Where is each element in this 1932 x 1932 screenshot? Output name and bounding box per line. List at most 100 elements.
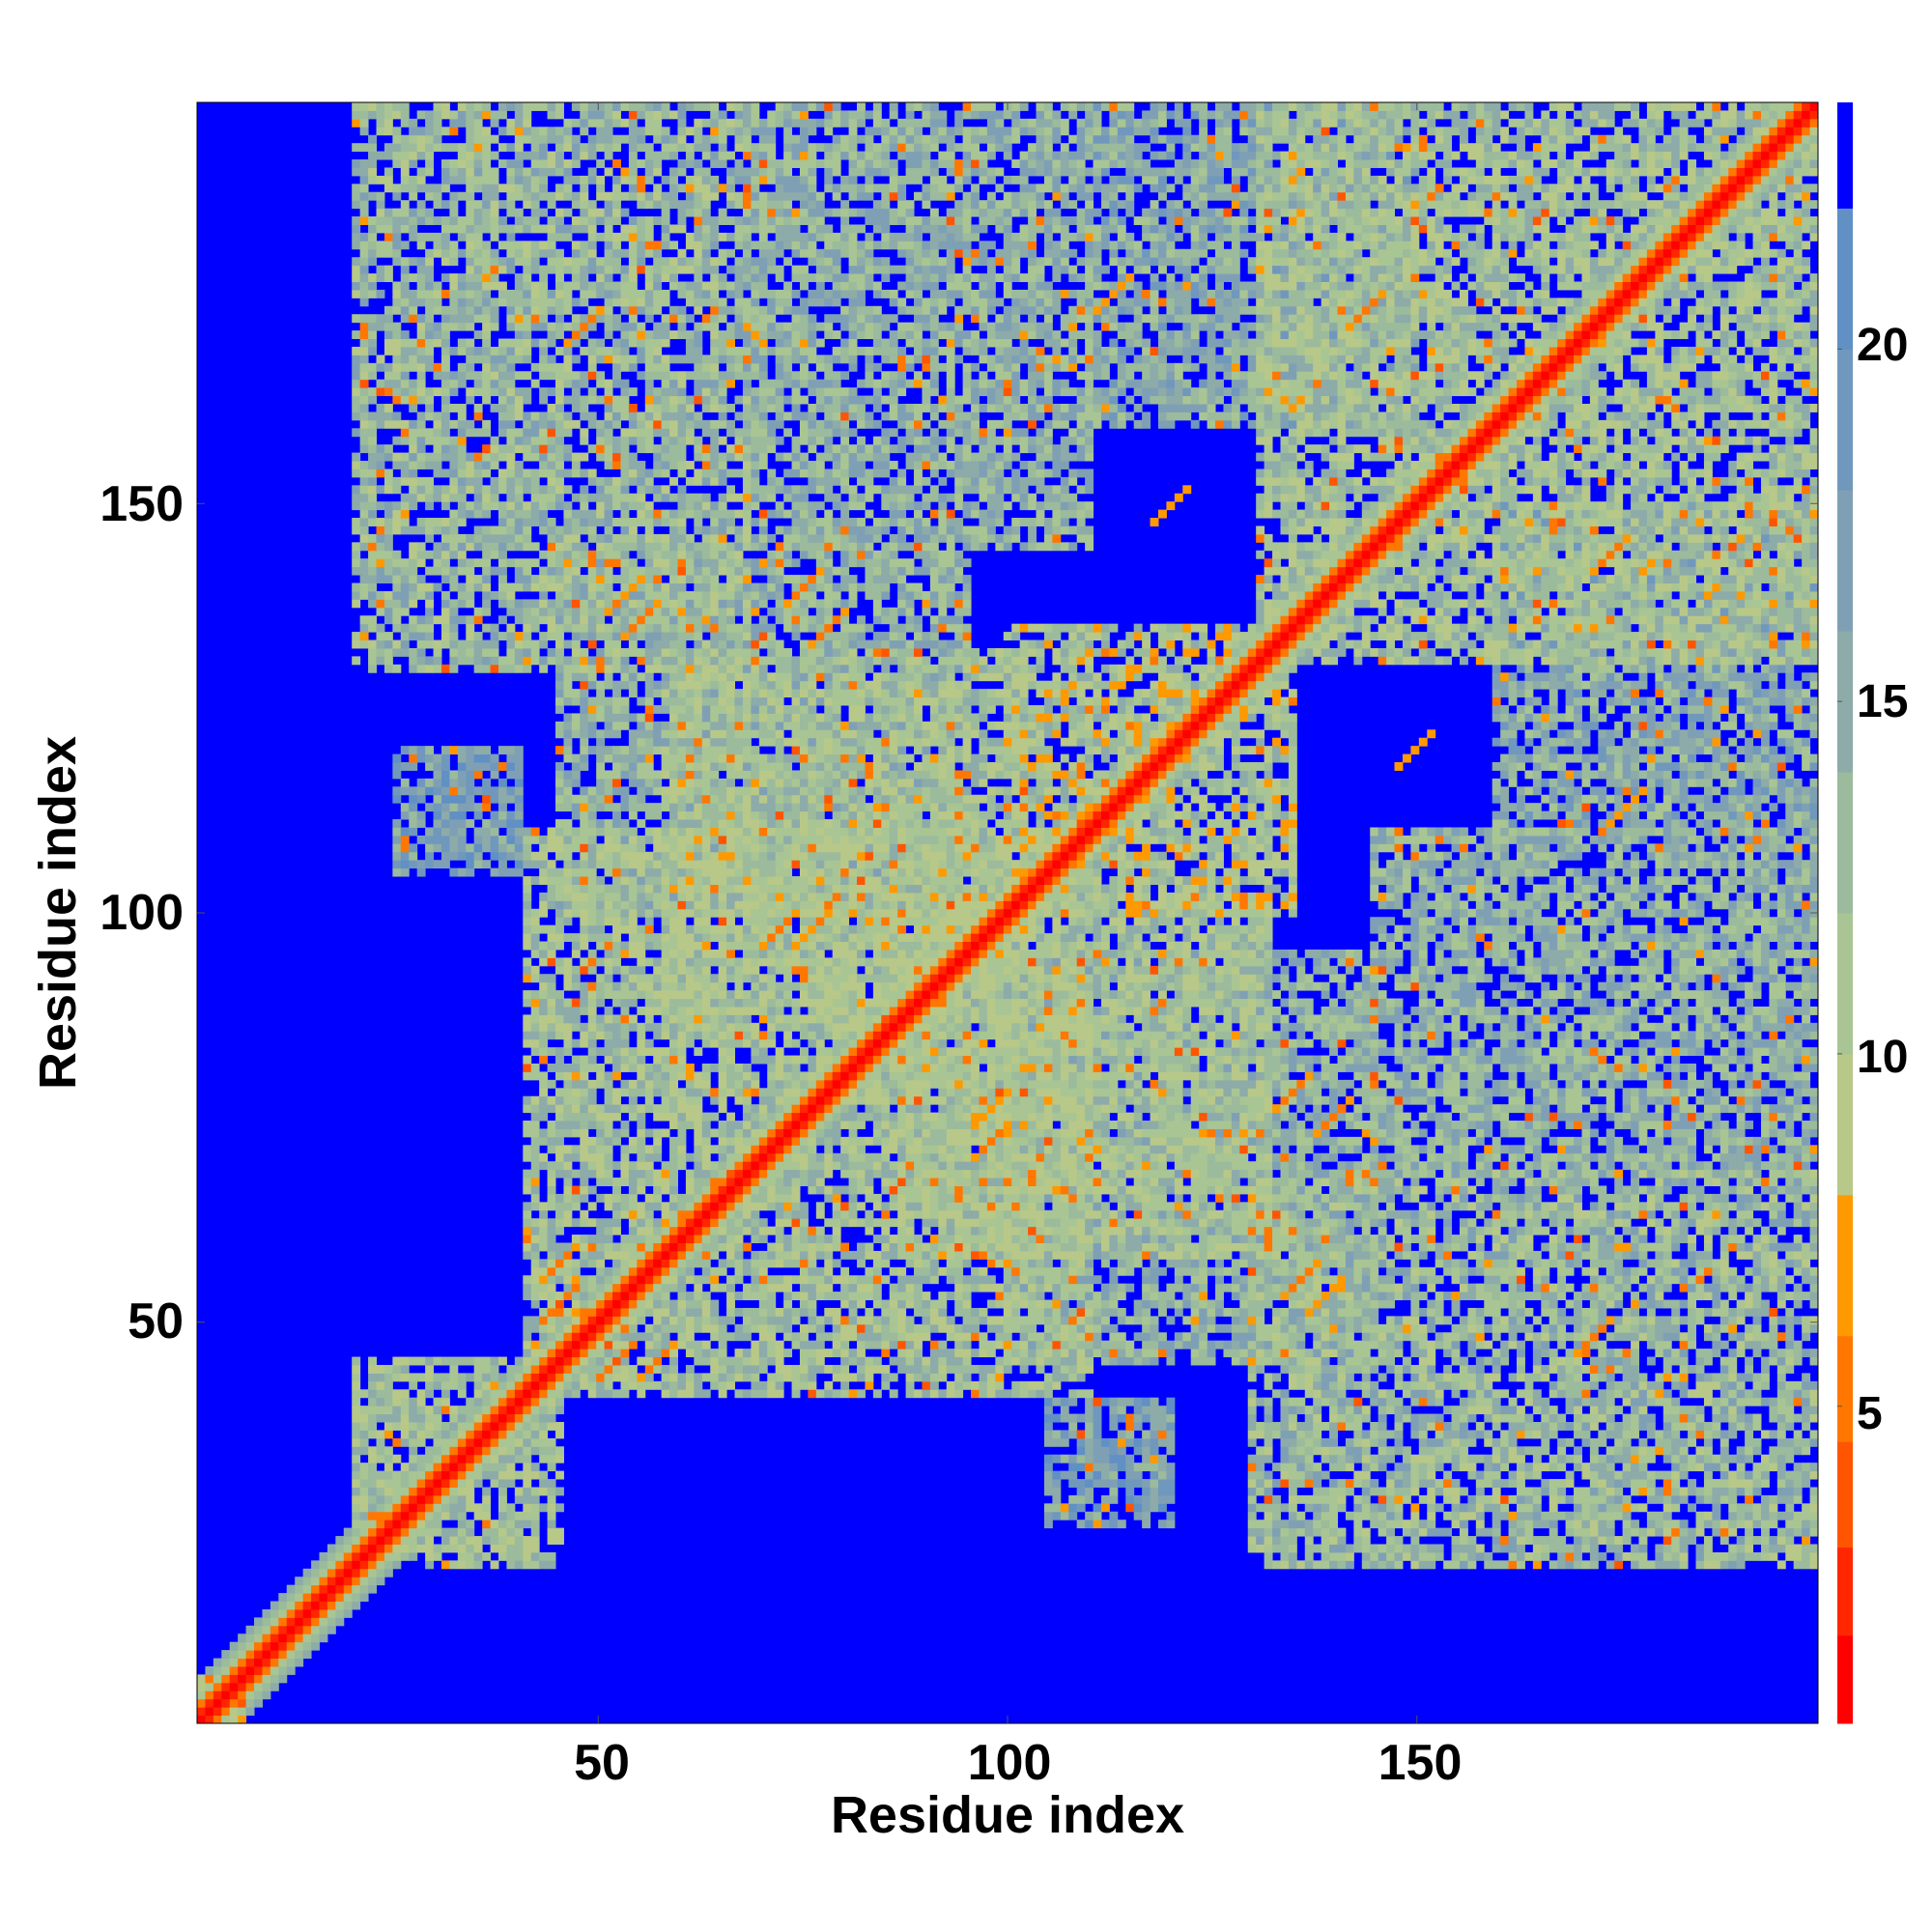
heatmap-cell — [441, 558, 450, 567]
heatmap-cell — [474, 1552, 483, 1561]
heatmap-cell — [653, 1381, 662, 1390]
heatmap-cell — [662, 583, 670, 592]
heatmap-cell — [548, 1145, 556, 1153]
heatmap-cell — [572, 567, 581, 576]
heatmap-cell — [458, 159, 467, 168]
heatmap-cell — [458, 273, 467, 282]
heatmap-cell — [678, 738, 687, 747]
heatmap-cell — [417, 152, 426, 160]
heatmap-cell — [653, 257, 662, 266]
heatmap-cell — [417, 1398, 426, 1406]
heatmap-cell — [482, 380, 491, 388]
heatmap-cell — [572, 176, 581, 185]
heatmap-cell — [409, 380, 417, 388]
heatmap-cell — [466, 1406, 474, 1414]
heatmap-cell — [506, 640, 515, 649]
heatmap-cell — [491, 1389, 499, 1398]
heatmap-cell — [669, 1316, 678, 1324]
heatmap-cell — [555, 1422, 564, 1431]
heatmap-cell — [441, 102, 450, 111]
heatmap-cell — [653, 729, 662, 738]
heatmap-cell — [645, 1194, 654, 1203]
heatmap-cell — [588, 143, 597, 152]
heatmap-cell — [637, 762, 645, 771]
heatmap-cell — [466, 339, 474, 348]
heatmap-cell — [482, 1512, 491, 1520]
heatmap-cell — [425, 1544, 434, 1552]
heatmap-cell — [686, 461, 695, 469]
heatmap-cell — [327, 1609, 336, 1618]
heatmap-cell — [548, 1324, 556, 1333]
heatmap-cell — [270, 1674, 279, 1683]
heatmap-cell — [523, 542, 531, 551]
heatmap-cell — [425, 249, 434, 258]
heatmap-cell — [417, 1544, 426, 1552]
heatmap-cell — [629, 1056, 638, 1065]
heatmap-cell — [702, 1202, 711, 1210]
heatmap-cell — [238, 1666, 246, 1675]
heatmap-cell — [539, 371, 548, 380]
heatmap-cell — [653, 1332, 662, 1341]
heatmap-cell — [596, 1284, 605, 1293]
heatmap-cell — [377, 152, 385, 160]
heatmap-cell — [596, 624, 605, 633]
heatmap-cell — [360, 428, 369, 437]
heatmap-cell — [645, 933, 654, 942]
heatmap-cell — [612, 1284, 621, 1293]
heatmap-cell — [458, 819, 467, 828]
heatmap-cell — [474, 526, 483, 534]
heatmap-cell — [580, 110, 588, 119]
heatmap-cell — [425, 624, 434, 633]
heatmap-cell — [303, 1650, 312, 1659]
heatmap-cell — [458, 1414, 467, 1423]
heatmap-cell — [645, 917, 654, 925]
heatmap-cell — [344, 1569, 353, 1577]
heatmap-cell — [401, 583, 410, 592]
heatmap-cell — [669, 420, 678, 429]
heatmap-cell — [531, 152, 540, 160]
heatmap-cell — [662, 314, 670, 323]
heatmap-cell — [401, 152, 410, 160]
heatmap-cell — [360, 1544, 369, 1552]
heatmap-cell — [368, 485, 377, 494]
heatmap-cell — [620, 615, 629, 624]
heatmap-cell — [458, 1528, 467, 1537]
heatmap-cell — [482, 323, 491, 331]
heatmap-cell — [531, 1121, 540, 1129]
heatmap-cell — [474, 1389, 483, 1398]
heatmap-cell — [506, 306, 515, 315]
heatmap-cell — [662, 1267, 670, 1276]
heatmap-cell — [409, 551, 417, 559]
heatmap-cell — [441, 387, 450, 396]
heatmap-cell — [319, 1617, 327, 1626]
heatmap-cell — [434, 1357, 442, 1366]
heatmap-cell — [523, 1487, 531, 1495]
heatmap-cell — [596, 1235, 605, 1243]
heatmap-cell — [637, 510, 645, 519]
heatmap-cell — [474, 1357, 483, 1366]
heatmap-cell — [555, 868, 564, 877]
heatmap-cell — [548, 575, 556, 583]
heatmap-cell — [531, 1560, 540, 1569]
heatmap-cell — [254, 1650, 263, 1659]
heatmap-cell — [506, 119, 515, 128]
heatmap-cell — [662, 1373, 670, 1381]
heatmap-cell — [409, 347, 417, 355]
heatmap-cell — [588, 282, 597, 291]
heatmap-cell — [515, 567, 524, 576]
heatmap-cell — [686, 1113, 695, 1122]
heatmap-cell — [662, 216, 670, 225]
heatmap-cell — [645, 836, 654, 844]
heatmap-cell — [401, 1487, 410, 1495]
heatmap-cell — [548, 1275, 556, 1284]
heatmap-cell — [637, 551, 645, 559]
heatmap-cell — [441, 665, 450, 673]
heatmap-cell — [548, 1503, 556, 1512]
heatmap-cell — [531, 216, 540, 225]
heatmap-cell — [287, 1634, 296, 1642]
heatmap-cell — [629, 738, 638, 747]
heatmap-cell — [482, 396, 491, 405]
heatmap-cell — [563, 396, 572, 405]
heatmap-cell — [523, 1357, 531, 1366]
heatmap-cell — [653, 282, 662, 291]
